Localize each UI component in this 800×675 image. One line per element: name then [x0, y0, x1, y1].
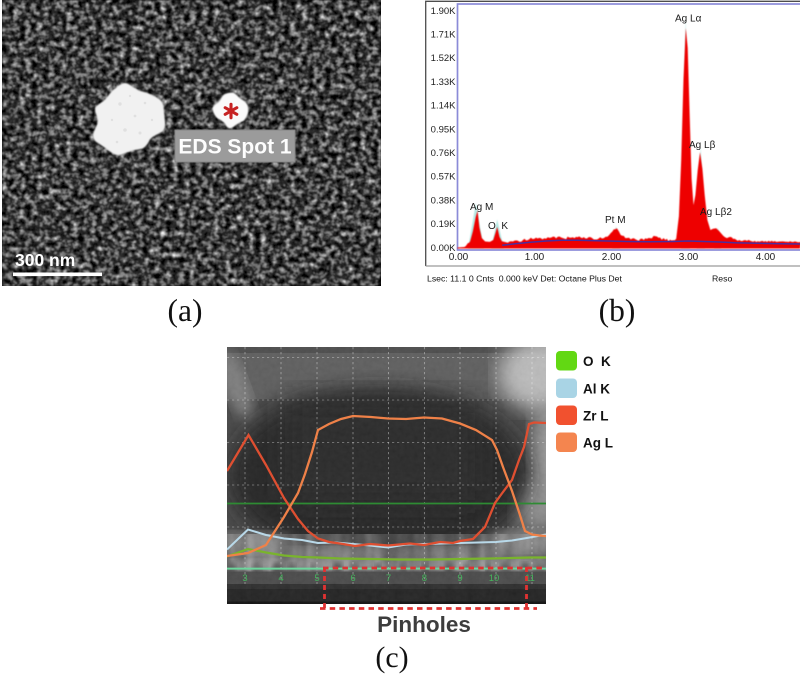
svg-text:1.33K: 1.33K: [431, 77, 456, 88]
svg-text:Ag Lβ2: Ag Lβ2: [700, 207, 732, 218]
svg-text:3: 3: [242, 573, 247, 584]
svg-text:7: 7: [386, 573, 391, 584]
svg-text:10: 10: [489, 573, 500, 584]
svg-text:0.95K: 0.95K: [431, 124, 456, 135]
svg-text:1.71K: 1.71K: [431, 30, 456, 41]
svg-text:Reso: Reso: [712, 274, 732, 284]
svg-text:5: 5: [314, 573, 319, 584]
svg-text:0.00K: 0.00K: [431, 243, 456, 254]
svg-text:Ag Lβ: Ag Lβ: [689, 140, 716, 151]
svg-text:0.00: 0.00: [449, 252, 469, 263]
svg-text:6: 6: [350, 573, 355, 584]
svg-text:0.76K: 0.76K: [431, 148, 456, 159]
svg-text:300 nm: 300 nm: [15, 250, 75, 270]
svg-text:Pt M: Pt M: [605, 215, 626, 226]
svg-text:4: 4: [278, 573, 283, 584]
svg-text:Ag Lα: Ag Lα: [675, 14, 702, 25]
svg-text:Al K: Al K: [583, 382, 610, 397]
svg-text:0.38K: 0.38K: [431, 195, 456, 206]
svg-text:Lsec: 11.1 0 Cnts 0.000 keV D: Lsec: 11.1 0 Cnts 0.000 keV Det: Octane …: [427, 274, 623, 284]
svg-text:EDS Spot 1: EDS Spot 1: [178, 136, 292, 159]
svg-text:1.90K: 1.90K: [431, 6, 456, 17]
svg-text:Zr L: Zr L: [583, 409, 609, 424]
svg-text:O K: O K: [488, 221, 508, 232]
svg-text:8: 8: [422, 573, 427, 584]
svg-text:Ag L: Ag L: [583, 436, 613, 451]
svg-text:Ag M: Ag M: [470, 202, 493, 213]
svg-text:3.00: 3.00: [679, 252, 699, 263]
svg-text:O K: O K: [583, 354, 611, 369]
svg-text:0.57K: 0.57K: [431, 172, 456, 183]
svg-text:9: 9: [457, 573, 462, 584]
svg-text:1.14K: 1.14K: [431, 101, 456, 112]
svg-text:1.00: 1.00: [525, 252, 545, 263]
svg-text:4.00: 4.00: [756, 252, 776, 263]
svg-text:0.19K: 0.19K: [431, 219, 456, 230]
svg-text:2.00: 2.00: [602, 252, 622, 263]
svg-text:1.52K: 1.52K: [431, 53, 456, 64]
svg-text:11: 11: [525, 573, 535, 584]
